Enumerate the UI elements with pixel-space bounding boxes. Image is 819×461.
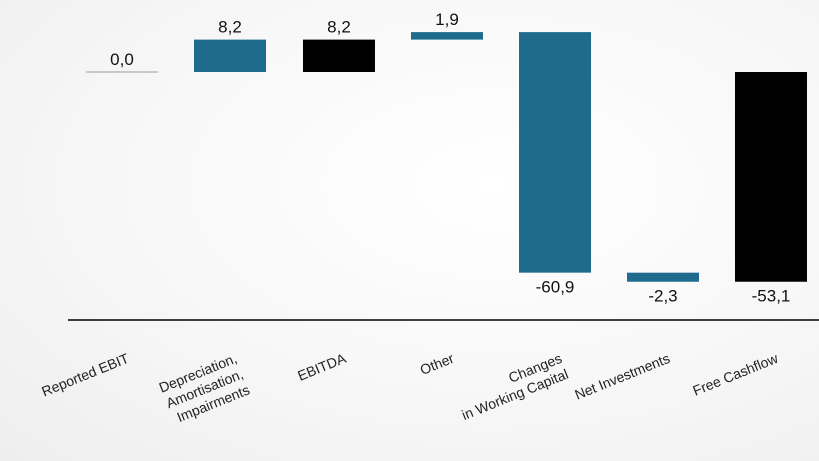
category-label-2: EBITDA	[295, 350, 348, 384]
category-labels-group: Reported EBIT Depreciation,Amortisation,I…	[39, 350, 781, 427]
value-label-3: 1,9	[435, 10, 459, 29]
bar-5	[627, 272, 699, 282]
value-label-1: 8,2	[218, 18, 242, 37]
category-label-5: Net Investments	[572, 350, 672, 403]
bar-4	[519, 32, 591, 273]
value-label-5: -2,3	[648, 287, 677, 306]
category-label-1: Depreciation,Amortisation,Impairments	[157, 350, 252, 427]
bar-2	[303, 39, 375, 72]
bar-1	[194, 39, 266, 72]
bar-6	[735, 72, 807, 282]
category-label-6-line-0: Free Cashflow	[690, 350, 781, 399]
category-label-4: Changesin Working Capital	[453, 350, 570, 423]
category-label-3: Other	[418, 350, 457, 378]
category-label-2-line-0: EBITDA	[295, 350, 348, 384]
value-labels-group: 0,0 8,2 8,2 1,9 -60,9 -2,3 -53,1	[110, 10, 790, 306]
value-label-2: 8,2	[327, 18, 351, 37]
category-label-5-line-0: Net Investments	[572, 350, 672, 403]
bars-group	[86, 32, 807, 282]
category-label-3-line-0: Other	[418, 350, 457, 378]
bar-3	[411, 32, 483, 40]
category-label-0-line-0: Reported EBIT	[39, 350, 131, 400]
category-label-0: Reported EBIT	[39, 350, 131, 400]
value-label-6: -53,1	[752, 287, 791, 306]
value-label-0: 0,0	[110, 50, 134, 69]
value-label-4: -60,9	[536, 278, 575, 297]
category-label-6: Free Cashflow	[690, 350, 781, 399]
